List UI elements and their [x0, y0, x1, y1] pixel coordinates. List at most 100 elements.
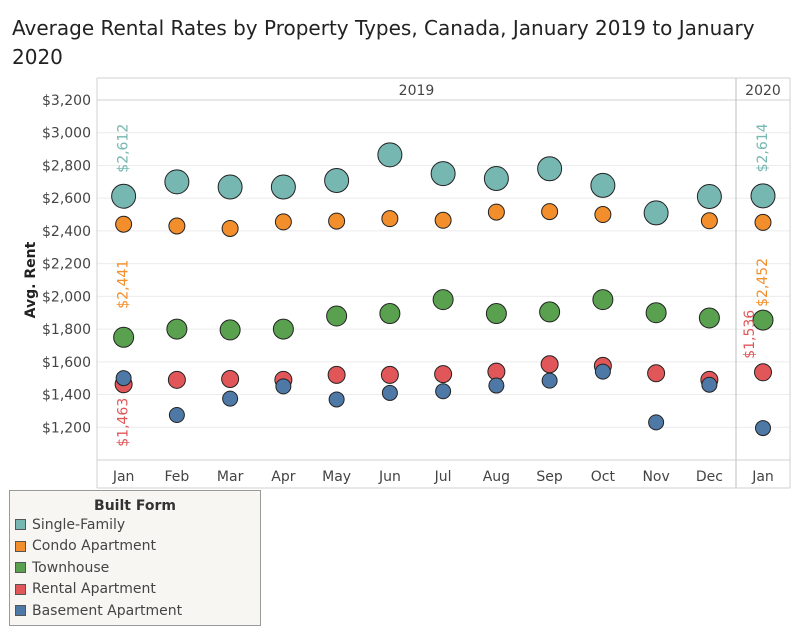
y-tick-label: $3,000 — [42, 126, 91, 142]
legend-swatch — [15, 562, 26, 574]
y-tick-label: $2,000 — [42, 289, 91, 305]
legend-item-rental-apartment[interactable]: Rental Apartment — [10, 579, 260, 601]
data-point-basement-apartment — [541, 372, 558, 389]
data-point-basement-apartment — [381, 384, 398, 401]
data-point-rental-apartment — [434, 365, 453, 384]
y-tick-label: $1,800 — [42, 322, 91, 338]
data-point-townhouse — [219, 319, 241, 341]
legend-label: Rental Apartment — [32, 581, 156, 598]
data-point-condo-apartment — [487, 203, 505, 221]
data-point-basement-apartment — [594, 363, 611, 380]
legend-label: Condo Apartment — [32, 538, 157, 555]
data-point-single-family — [217, 174, 243, 200]
legend-title: Built Form — [94, 498, 176, 514]
legend-swatch — [15, 605, 26, 617]
data-label: $2,441 — [116, 260, 132, 309]
year-label: 2019 — [399, 83, 435, 99]
legend-swatch — [15, 583, 26, 595]
y-tick-label: $1,200 — [42, 420, 91, 436]
data-point-single-family — [164, 169, 190, 195]
data-point-basement-apartment — [755, 420, 771, 437]
data-label: $2,614 — [755, 123, 771, 172]
data-point-condo-apartment — [754, 213, 772, 231]
data-point-rental-apartment — [540, 355, 559, 374]
data-point-condo-apartment — [328, 212, 346, 230]
y-tick-label: $2,400 — [42, 224, 91, 240]
data-point-basement-apartment — [328, 391, 345, 408]
data-point-basement-apartment — [435, 383, 452, 400]
data-point-condo-apartment — [434, 211, 452, 229]
x-tick-label: Apr — [271, 469, 295, 485]
data-label: $1,536 — [742, 310, 758, 359]
data-point-townhouse — [698, 307, 720, 329]
data-point-basement-apartment — [648, 414, 665, 431]
x-tick-label: May — [322, 469, 351, 485]
data-point-single-family — [483, 166, 509, 192]
data-label: $2,452 — [755, 258, 771, 307]
legend-item-condo-apartment[interactable]: Condo Apartment — [10, 536, 260, 558]
legend: Built Form Single-Family Condo Apartment… — [9, 490, 261, 626]
data-point-townhouse — [432, 289, 454, 311]
data-point-single-family — [643, 200, 669, 226]
data-label: $1,463 — [116, 398, 132, 447]
data-point-single-family — [537, 156, 563, 182]
year-label: 2020 — [745, 83, 781, 99]
x-tick-label: Sep — [536, 469, 563, 485]
data-point-rental-apartment — [754, 363, 772, 382]
data-point-townhouse — [645, 302, 667, 324]
legend-swatch — [15, 540, 26, 552]
y-tick-label: $2,600 — [42, 191, 91, 207]
data-point-single-family — [111, 183, 137, 209]
data-point-townhouse — [113, 326, 135, 348]
data-point-condo-apartment — [700, 212, 718, 230]
data-point-single-family — [377, 142, 403, 168]
legend-item-townhouse[interactable]: Townhouse — [10, 557, 260, 579]
data-point-single-family — [590, 172, 616, 198]
data-point-condo-apartment — [274, 213, 292, 231]
data-point-single-family — [430, 161, 456, 187]
data-point-basement-apartment — [701, 376, 718, 393]
x-tick-label: Jan — [112, 469, 135, 485]
data-point-townhouse — [272, 318, 294, 340]
data-point-townhouse — [752, 309, 774, 331]
data-point-townhouse — [485, 303, 507, 325]
data-label: $2,612 — [116, 124, 132, 173]
y-tick-label: $1,600 — [42, 355, 91, 371]
data-point-condo-apartment — [168, 217, 186, 235]
legend-label: Basement Apartment — [32, 602, 183, 619]
data-point-rental-apartment — [380, 365, 399, 384]
data-point-condo-apartment — [541, 203, 559, 221]
x-tick-label: Jun — [378, 469, 401, 485]
x-tick-label: Nov — [642, 469, 669, 485]
y-tick-label: $2,200 — [42, 257, 91, 273]
x-tick-label: Aug — [483, 469, 510, 485]
data-point-townhouse — [592, 289, 614, 311]
data-point-townhouse — [326, 305, 348, 327]
data-point-basement-apartment — [115, 370, 132, 387]
legend-label: Single-Family — [32, 516, 126, 533]
x-tick-label: Jul — [434, 469, 452, 485]
data-point-single-family — [324, 168, 350, 194]
legend-item-basement-apartment[interactable]: Basement Apartment — [10, 600, 260, 622]
data-point-townhouse — [379, 303, 401, 325]
y-axis-label: Avg. Rent — [23, 241, 39, 318]
data-point-condo-apartment — [381, 210, 399, 228]
legend-label: Townhouse — [32, 559, 110, 576]
data-point-basement-apartment — [275, 378, 292, 395]
data-point-basement-apartment — [488, 377, 505, 394]
data-point-single-family — [270, 174, 296, 200]
chart-title: Average Rental Rates by Property Types, … — [12, 16, 755, 69]
legend-item-single-family[interactable]: Single-Family — [10, 514, 260, 536]
data-point-rental-apartment — [221, 370, 240, 388]
data-point-basement-apartment — [168, 407, 185, 423]
data-point-townhouse — [166, 318, 188, 340]
y-tick-label: $2,800 — [42, 158, 91, 174]
data-point-condo-apartment — [594, 206, 612, 224]
data-point-condo-apartment — [115, 215, 133, 233]
data-point-single-family — [696, 184, 722, 210]
data-point-rental-apartment — [647, 364, 666, 383]
x-tick-label: Mar — [217, 469, 244, 485]
x-tick-label: Oct — [591, 469, 616, 485]
x-tick-label: Feb — [164, 469, 189, 485]
